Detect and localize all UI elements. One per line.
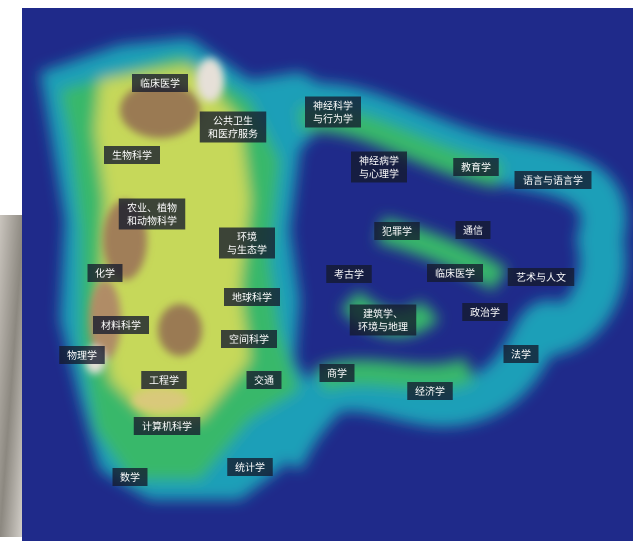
label-box (87, 264, 123, 282)
label-text: 化学 (95, 267, 115, 280)
label-text: 临床医学 (435, 267, 475, 280)
label-box (326, 265, 372, 283)
map-label: 犯罪学 (374, 222, 420, 240)
label-text: 地球科学 (232, 291, 272, 304)
label-text: 统计学 (235, 461, 265, 474)
label-box (503, 345, 539, 363)
map-label: 生物科学 (104, 146, 160, 164)
label-text: 数学 (120, 471, 140, 484)
label-box (141, 371, 187, 389)
label-text: 建筑学、 (363, 308, 403, 321)
label-text: 临床医学 (140, 77, 180, 90)
label-text: 环境 (237, 231, 257, 244)
label-text: 计算机科学 (142, 420, 192, 433)
label-box (349, 304, 417, 336)
label-text: 公共卫生 (213, 115, 253, 128)
map-label: 计算机科学 (133, 417, 201, 435)
label-box (93, 316, 149, 334)
label-box (453, 158, 499, 176)
label-box (374, 222, 420, 240)
label-text: 环境与地理 (358, 321, 408, 334)
label-box (514, 171, 592, 189)
label-text: 经济学 (415, 385, 445, 398)
label-box (455, 221, 491, 239)
label-text: 材料科学 (101, 319, 141, 332)
label-box (59, 346, 105, 364)
map-label: 数学 (112, 468, 148, 486)
side-image (0, 215, 24, 537)
label-box (132, 74, 188, 92)
label-text: 教育学 (461, 161, 491, 174)
map-label: 临床医学 (132, 74, 188, 92)
label-text: 空间科学 (229, 333, 269, 346)
label-text: 与行为学 (313, 113, 353, 126)
label-text: 和动物科学 (127, 215, 177, 228)
label-box (407, 382, 453, 400)
label-box (221, 330, 277, 348)
map-label: 通信 (455, 221, 491, 239)
label-box (227, 458, 273, 476)
label-box (319, 364, 355, 382)
map-label: 考古学 (326, 265, 372, 283)
label-text: 生物科学 (112, 149, 152, 162)
map-label: 工程学 (141, 371, 187, 389)
label-text: 物理学 (67, 349, 97, 362)
map-label: 地球科学 (224, 288, 280, 306)
label-box (462, 303, 508, 321)
label-text: 和医疗服务 (208, 128, 258, 141)
label-box (199, 111, 267, 143)
label-text: 与生态学 (227, 244, 267, 257)
label-box (104, 146, 160, 164)
label-box (219, 227, 275, 259)
label-text: 神经科学 (313, 100, 353, 113)
map-label: 空间科学 (221, 330, 277, 348)
map-label: 化学 (87, 264, 123, 282)
map-label: 建筑学、环境与地理 (349, 304, 417, 336)
label-text: 通信 (463, 225, 483, 237)
label-text: 考古学 (334, 268, 364, 281)
label-text: 艺术与人文 (516, 271, 566, 284)
label-text: 法学 (511, 348, 531, 361)
label-box (133, 417, 201, 435)
map-label: 经济学 (407, 382, 453, 400)
label-box (112, 468, 148, 486)
label-text: 交通 (254, 374, 274, 387)
label-text: 犯罪学 (382, 225, 412, 238)
map-label: 教育学 (453, 158, 499, 176)
label-text: 农业、植物 (127, 202, 177, 215)
label-text: 政治学 (470, 306, 500, 319)
map-label: 临床医学 (427, 264, 483, 282)
map-label: 艺术与人文 (507, 268, 575, 286)
label-box (246, 371, 282, 389)
map-label: 语言与语言学 (514, 171, 592, 189)
map-label: 交通 (246, 371, 282, 389)
label-box (427, 264, 483, 282)
map-label: 政治学 (462, 303, 508, 321)
map-label: 商学 (319, 364, 355, 382)
label-text: 工程学 (149, 374, 179, 387)
label-text: 与心理学 (359, 168, 399, 181)
label-box (118, 198, 186, 230)
label-box (305, 96, 361, 128)
label-text: 语言与语言学 (523, 174, 583, 187)
label-box (224, 288, 280, 306)
map-label: 法学 (503, 345, 539, 363)
label-box (351, 151, 407, 183)
map-label: 材料科学 (93, 316, 149, 334)
map-label: 统计学 (227, 458, 273, 476)
label-text: 商学 (327, 367, 347, 380)
map-label: 物理学 (59, 346, 105, 364)
label-text: 神经病学 (359, 155, 399, 168)
label-box (507, 268, 575, 286)
